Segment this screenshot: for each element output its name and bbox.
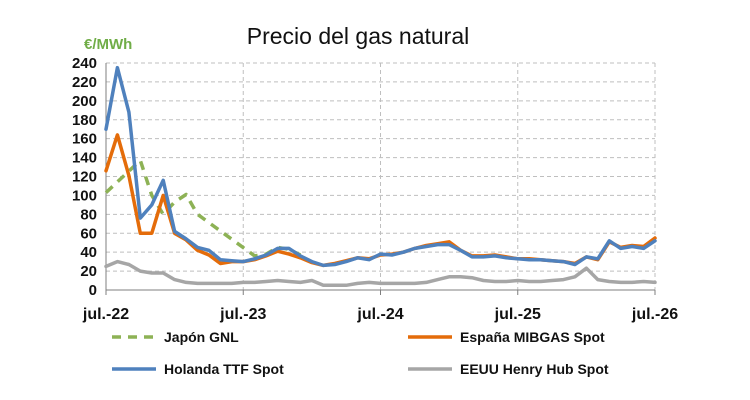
y-tick-label: 140 [72, 150, 97, 167]
y-tick-label: 0 [89, 282, 97, 299]
y-tick-label: 80 [80, 206, 97, 223]
x-tick-label: jul.-22 [82, 306, 129, 323]
y-tick-label: 40 [80, 244, 97, 261]
y-tick-label: 200 [72, 93, 97, 110]
series-line-eeuu-henry-hub-spot [104, 259, 657, 288]
series-lines [104, 65, 657, 288]
y-tick-label: 180 [72, 112, 97, 129]
axes [105, 63, 656, 295]
y-tick-label: 160 [72, 131, 97, 148]
y-tick-label: 220 [72, 74, 97, 91]
legend-label-espana-mibgas-spot: España MIBGAS Spot [460, 329, 605, 345]
legend: Japón GNL España MIBGAS Spot Holanda TTF S… [112, 329, 609, 377]
x-tick-label: jul.-23 [219, 306, 266, 323]
chart-title: Precio del gas natural [247, 23, 469, 49]
grid [106, 62, 656, 290]
y-tick-label: 120 [72, 169, 97, 186]
y-tick-label: 100 [72, 187, 97, 204]
legend-label-eeuu-henry-hub-spot: EEUU Henry Hub Spot [460, 361, 609, 377]
legend-label-japon-gnl: Japón GNL [164, 329, 239, 345]
x-tick-label: jul.-26 [631, 306, 678, 323]
x-tick-labels: jul.-22 jul.-23 jul.-24 jul.-25 jul.-26 [82, 306, 678, 323]
legend-label-holanda-ttf-spot: Holanda TTF Spot [164, 361, 284, 377]
x-tick-label: jul.-24 [356, 306, 403, 323]
y-axis-unit-label: €/MWh [84, 36, 132, 53]
y-tick-label: 20 [80, 263, 97, 280]
y-tick-label: 60 [80, 225, 97, 242]
x-tick-label: jul.-25 [494, 306, 541, 323]
y-tick-label: 240 [72, 55, 97, 72]
series-line-holanda-ttf-spot [104, 65, 657, 268]
